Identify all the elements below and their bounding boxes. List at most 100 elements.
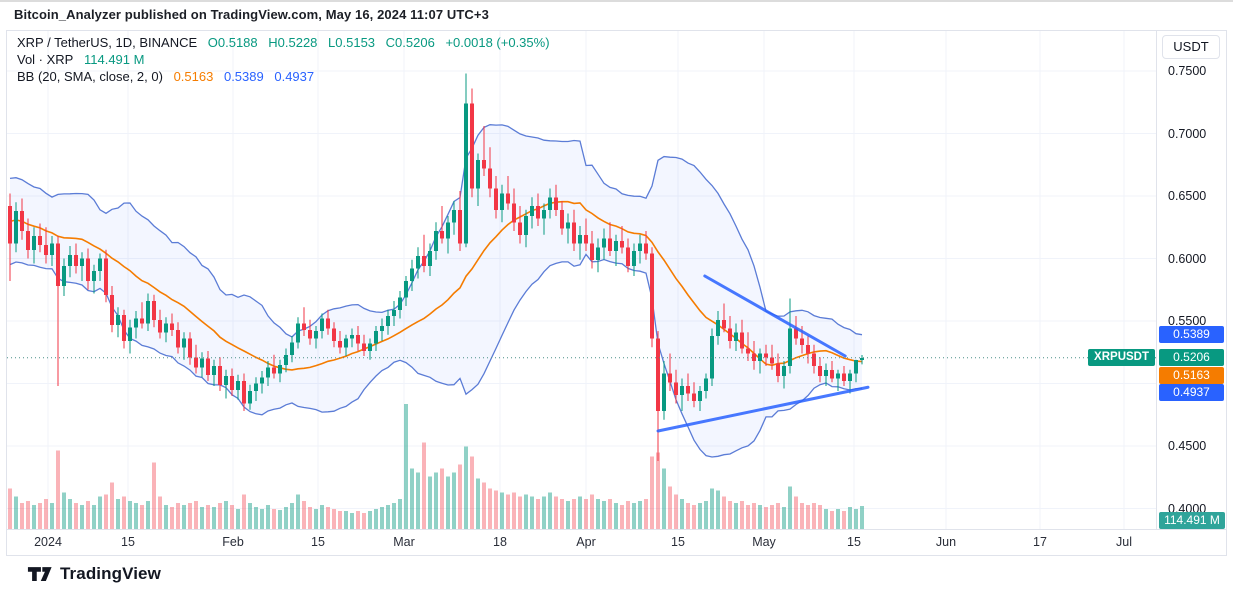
legend-symbol-row[interactable]: XRP / TetherUS, 1D, BINANCE O0.5188 H0.5… xyxy=(17,35,550,51)
candle-body xyxy=(79,258,85,266)
candle-body xyxy=(805,344,811,354)
bb-lower-value: 0.4937 xyxy=(274,69,315,84)
time-axis[interactable]: 2024 15 Feb 15 Mar 18 Apr 15 May 15 Jun 17 Jul xyxy=(7,529,1226,555)
volume-bar xyxy=(739,500,745,529)
volume-bar xyxy=(799,502,805,529)
candle-body xyxy=(331,328,337,341)
volume-bar xyxy=(421,442,427,529)
candle-body xyxy=(517,222,523,235)
volume-bar xyxy=(301,500,307,529)
candle-body xyxy=(151,301,157,320)
tradingview-brand[interactable]: TradingView xyxy=(27,564,161,584)
candle-body xyxy=(625,247,631,266)
price-tick-label: 0.4500 xyxy=(1168,439,1207,453)
volume-bar xyxy=(829,510,835,529)
candle-body xyxy=(511,203,517,223)
candle-body xyxy=(475,159,481,189)
candle-body xyxy=(247,391,253,404)
symbol-title: XRP / TetherUS, 1D, BINANCE xyxy=(17,35,198,50)
candle-body xyxy=(193,357,199,368)
candle-body xyxy=(589,243,595,260)
volume-bar xyxy=(139,504,145,529)
candle-body xyxy=(685,386,691,394)
candle-body xyxy=(715,319,721,336)
volume-bar xyxy=(103,494,109,529)
volume-bar xyxy=(241,494,247,529)
price-axis[interactable]: USDT 0.7500 0.7000 0.6500 0.6000 0.5500 0.450… xyxy=(1156,31,1226,529)
volume-bar xyxy=(385,504,391,529)
legend-volume-row[interactable]: Vol · XRP 114.491 M xyxy=(17,52,550,68)
candle-body xyxy=(409,268,415,281)
candle-body xyxy=(433,231,439,251)
candle-body xyxy=(211,366,217,375)
window-edge xyxy=(0,0,1233,2)
candle-body xyxy=(283,354,289,365)
volume-bar xyxy=(775,502,781,529)
volume-bar xyxy=(649,456,655,529)
volume-bar xyxy=(697,502,703,529)
chart-card: XRP / TetherUS, 1D, BINANCE O0.5188 H0.5… xyxy=(6,30,1227,556)
volume-bar xyxy=(295,494,301,529)
candle-body xyxy=(205,358,211,375)
volume-bar xyxy=(481,482,487,529)
volume-bar xyxy=(373,508,379,529)
candle-body xyxy=(181,338,187,348)
volume-bar xyxy=(19,502,25,529)
candle-body xyxy=(781,366,787,376)
price-tick-label: 0.7000 xyxy=(1168,126,1207,141)
volume-bar xyxy=(13,496,19,529)
volume-bar xyxy=(619,504,625,529)
bb-fill xyxy=(10,124,862,457)
candle-body xyxy=(583,234,589,244)
time-tick-label: May xyxy=(752,535,776,549)
price-badge: 0.5389 xyxy=(1159,326,1224,344)
volume-bar xyxy=(235,508,241,529)
time-tick-label: 15 xyxy=(121,535,135,549)
volume-bar xyxy=(823,508,829,529)
candle-body xyxy=(553,197,559,210)
currency-toggle-button[interactable]: USDT xyxy=(1162,35,1220,59)
volume-bar xyxy=(577,496,583,529)
candle-body xyxy=(97,258,103,271)
volume-bar xyxy=(847,506,853,529)
volume-bar xyxy=(37,502,43,529)
volume-bar xyxy=(709,488,715,529)
legend-bb-row[interactable]: BB (20, SMA, close, 2, 0) 0.5163 0.5389 … xyxy=(17,69,550,85)
grid-layer xyxy=(7,31,1156,529)
volume-badge: 114.491 M xyxy=(1159,512,1225,529)
volume-bar xyxy=(607,498,613,529)
candle-body xyxy=(595,247,601,260)
volume-bar xyxy=(781,506,787,529)
volume-bar xyxy=(553,496,559,529)
volume-bar xyxy=(433,472,439,529)
candle-body xyxy=(253,383,259,391)
volume-bar xyxy=(703,500,709,529)
volume-bar xyxy=(193,500,199,529)
volume-bar xyxy=(31,504,37,529)
volume-bar xyxy=(307,506,313,529)
volume-bar xyxy=(349,512,355,529)
candle-body xyxy=(667,373,673,383)
candle-body xyxy=(853,360,859,374)
volume-bar xyxy=(655,452,661,529)
volume-bar xyxy=(493,490,499,529)
price-chart-canvas[interactable] xyxy=(7,31,1156,529)
candle-body xyxy=(355,334,361,344)
candle-body xyxy=(679,386,685,395)
candle-body xyxy=(751,353,757,361)
candle-body xyxy=(427,251,433,266)
candle-body xyxy=(55,243,61,286)
volume-bar xyxy=(247,502,253,529)
candle-body xyxy=(277,364,283,374)
volume-bar xyxy=(643,498,649,529)
volume-bar xyxy=(283,506,289,529)
candle-body xyxy=(367,343,373,351)
candle-body xyxy=(619,241,625,248)
volume-bar xyxy=(361,512,367,529)
candle-body xyxy=(817,366,823,376)
volume-bar xyxy=(793,496,799,529)
trendline[interactable] xyxy=(703,274,847,358)
candle-body xyxy=(721,319,727,329)
trendline[interactable] xyxy=(656,385,870,433)
candle-body xyxy=(145,301,151,324)
